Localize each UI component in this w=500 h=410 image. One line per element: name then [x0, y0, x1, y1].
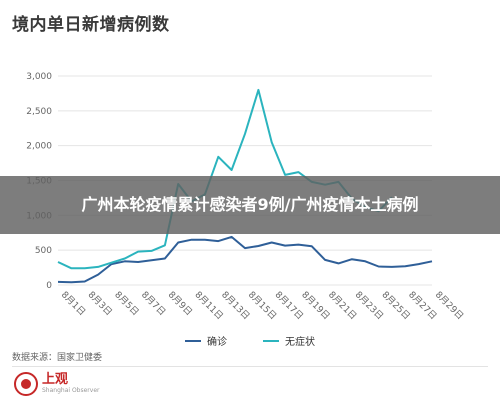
x-tick-label: 8月15日: [246, 289, 279, 322]
logo-name: 上观: [42, 372, 69, 387]
logo-subtitle: Shanghai Observer: [42, 387, 100, 394]
x-tick-label: 8月21日: [326, 289, 359, 322]
x-tick-label: 8月11日: [192, 289, 225, 322]
y-tick-label: 2,500: [26, 107, 52, 117]
legend-swatch-confirmed: [185, 339, 201, 342]
x-tick-label: 8月3日: [86, 289, 115, 318]
headline-banner[interactable]: 广州本轮疫情累计感染者9例/广州疫情本土病例: [0, 176, 500, 234]
x-tick-label: 8月13日: [219, 289, 252, 322]
x-axis-ticks: 8月1日8月3日8月5日8月7日8月9日8月11日8月13日8月15日8月17日…: [59, 289, 466, 322]
publisher-logo[interactable]: 上观 Shanghai Observer: [14, 372, 99, 396]
y-tick-label: 0: [46, 281, 52, 291]
page-title: 境内单日新增病例数: [12, 15, 170, 35]
data-source-note: 数据来源：国家卫健委: [12, 353, 103, 363]
x-tick-label: 8月7日: [139, 289, 168, 318]
legend-label-asymptomatic: 无症状: [285, 337, 315, 348]
y-tick-label: 500: [35, 246, 52, 256]
legend-label-confirmed: 确诊: [207, 337, 227, 348]
x-tick-label: 8月5日: [112, 289, 141, 318]
y-tick-label: 2,000: [26, 142, 52, 152]
x-tick-label: 8月29日: [433, 289, 466, 322]
legend-item-asymptomatic: 无症状: [263, 333, 315, 348]
x-tick-label: 8月17日: [273, 289, 306, 322]
x-tick-label: 8月9日: [166, 289, 195, 318]
x-tick-label: 8月23日: [353, 289, 386, 322]
y-tick-label: 3,000: [26, 72, 52, 82]
x-tick-label: 8月27日: [406, 289, 439, 322]
x-tick-label: 8月19日: [299, 289, 332, 322]
chart-legend: 确诊 无症状: [0, 333, 500, 348]
legend-item-confirmed: 确诊: [185, 333, 227, 348]
x-tick-label: 8月1日: [59, 289, 88, 318]
legend-swatch-asymptomatic: [263, 339, 279, 342]
headline-text[interactable]: 广州本轮疫情累计感染者9例/广州疫情本土病例: [81, 195, 419, 214]
x-tick-label: 8月25日: [379, 289, 412, 322]
series-line-confirmed: [57, 235, 433, 284]
logo-icon: [14, 372, 38, 396]
footer-divider: [12, 366, 488, 367]
